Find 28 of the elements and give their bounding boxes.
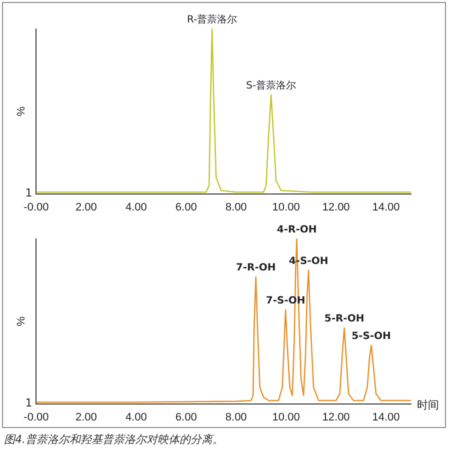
- x-tick-label: 12.00: [322, 201, 350, 214]
- y-axis-title: %: [16, 106, 28, 116]
- x-tick-label: 2.00: [75, 411, 97, 424]
- x-tick-label: 14.00: [372, 411, 400, 424]
- x-tick-label: 2.00: [75, 201, 97, 214]
- annotation: 5-S-OH: [352, 330, 391, 342]
- x-tick-label: 14.00: [372, 201, 400, 214]
- x-tick-label: 6.00: [175, 411, 197, 424]
- x-tick-label: -0.00: [24, 201, 49, 214]
- x-tick-label: 8.00: [225, 411, 247, 424]
- annotation: 4-R-OH: [276, 224, 317, 236]
- x-tick-label: 8.00: [225, 201, 247, 214]
- annotation: S-普萘洛尔: [246, 80, 296, 92]
- x-tick-label: 12.00: [322, 411, 350, 424]
- annotation: 5-R-OH: [324, 314, 364, 325]
- annotation: R-普萘洛尔: [187, 14, 238, 26]
- x-tick-label: 10.00: [272, 411, 300, 424]
- caption: 图4.普萘洛尔和羟基普萘洛尔对映体的分离。: [4, 432, 224, 447]
- x-tick-label: 4.00: [125, 411, 147, 424]
- text: 1: [25, 396, 32, 410]
- y-axis-title: %: [16, 316, 28, 326]
- annotation: 7-R-OH: [236, 262, 276, 274]
- x-tick-label: -0.00: [24, 411, 49, 424]
- x-tick-label: 6.00: [175, 201, 197, 214]
- x-axis-title: 时间: [417, 398, 439, 412]
- x-tick-label: 4.00: [125, 201, 147, 214]
- x-tick-label: 10.00: [272, 201, 300, 214]
- text: 1: [25, 186, 32, 200]
